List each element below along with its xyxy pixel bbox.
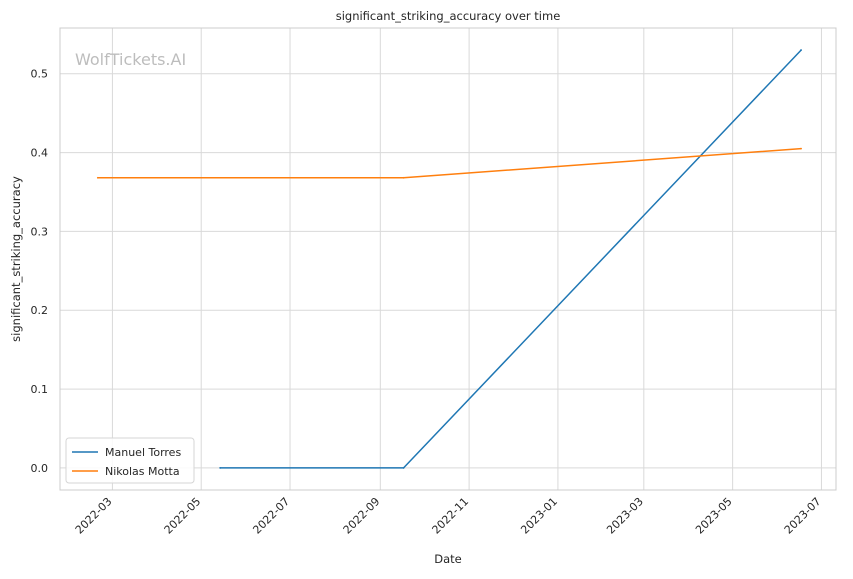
series xyxy=(96,49,802,469)
series-point-1-0 xyxy=(96,176,99,179)
y-axis-ticks: 0.0 0.1 0.2 0.3 0.4 0.5 xyxy=(31,68,49,475)
chart-title: significant_striking_accuracy over time xyxy=(336,9,561,23)
y-tick-label: 0.1 xyxy=(31,383,49,396)
y-tick-label: 0.0 xyxy=(31,462,49,475)
series-point-0-2 xyxy=(800,49,802,51)
legend: Manuel Torres Nikolas Motta xyxy=(65,437,195,484)
legend-label-1: Nikolas Motta xyxy=(105,465,180,478)
y-tick-label: 0.5 xyxy=(31,68,49,81)
x-axis-label: Date xyxy=(434,552,462,566)
grid xyxy=(60,28,836,490)
y-tick-label: 0.3 xyxy=(31,225,49,238)
y-tick-label: 0.4 xyxy=(31,147,49,160)
legend-label-0: Manuel Torres xyxy=(105,446,181,459)
series-point-1-2 xyxy=(800,147,802,150)
series-point-0-1 xyxy=(402,467,405,469)
watermark: WolfTickets.AI xyxy=(75,50,186,69)
series-point-0-0 xyxy=(219,467,222,469)
y-tick-label: 0.2 xyxy=(31,304,49,317)
y-axis-label: significant_striking_accuracy xyxy=(9,176,23,342)
plot-frame xyxy=(59,27,837,491)
series-point-1-1 xyxy=(402,176,405,179)
